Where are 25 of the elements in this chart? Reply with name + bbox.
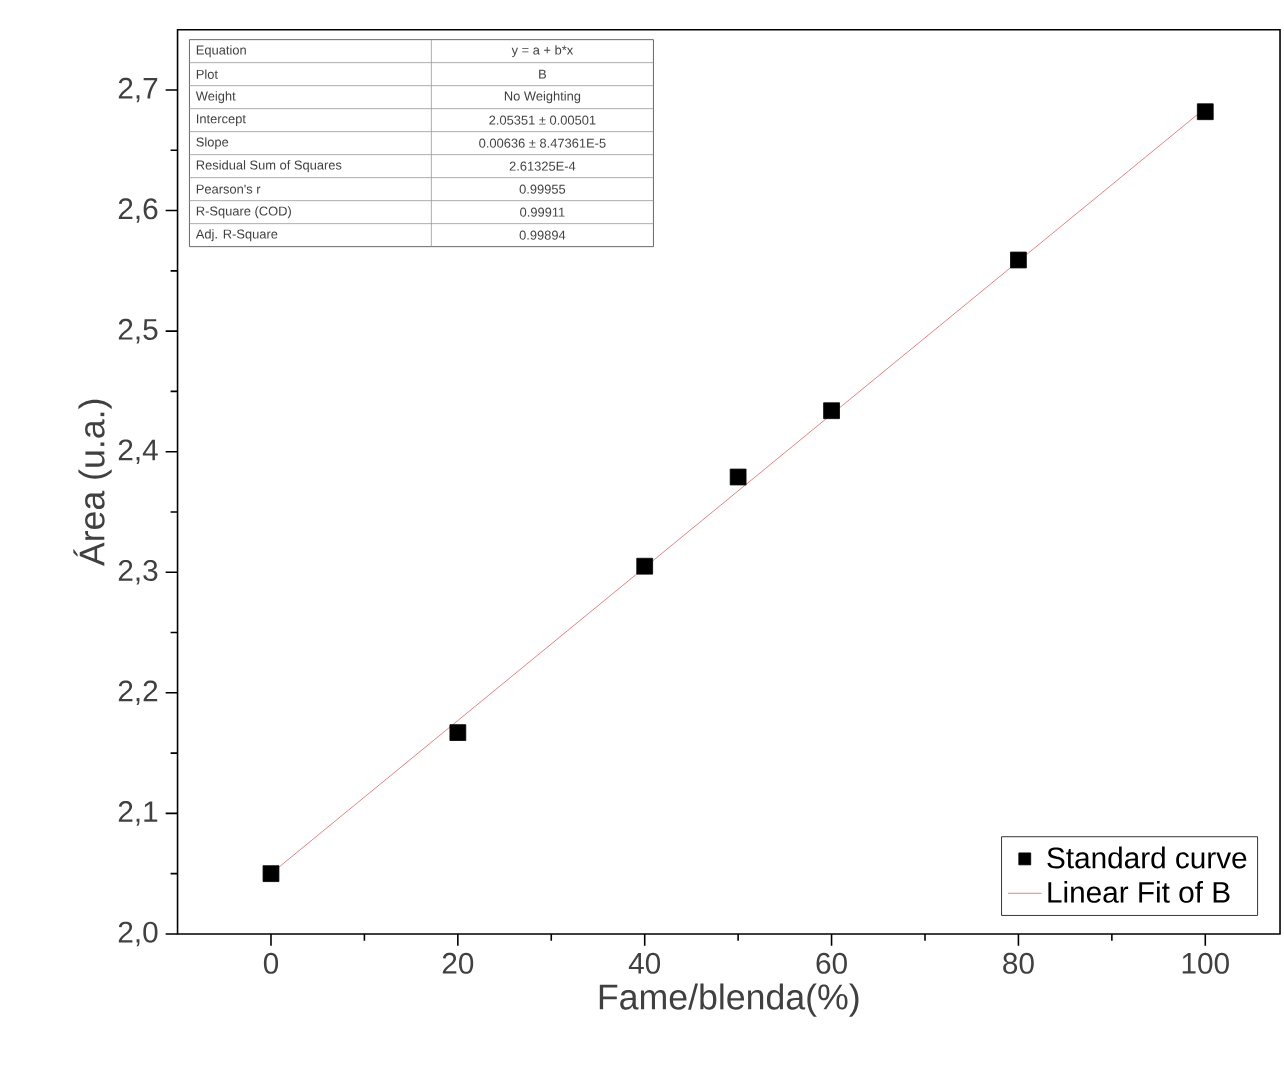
y-tick-label: 2,6 (118, 197, 158, 223)
y-tick-label: 2,4 (118, 439, 158, 464)
legend-label: Standard curve (1047, 846, 1247, 869)
y-tick-label: 2,7 (118, 77, 158, 102)
x-tick-label: 100 (1182, 952, 1229, 974)
x-tick-label: 40 (628, 952, 661, 974)
point (262, 864, 280, 882)
y-axis-title: Área (u.a.) (73, 399, 112, 566)
point (729, 468, 747, 485)
x-tick-label: 20 (442, 952, 474, 974)
x-tick-label: 80 (1003, 952, 1034, 974)
x-axis-title: Fame/blenda(%) (599, 983, 859, 1017)
point (823, 402, 840, 419)
y-tick-label: 2,0 (118, 921, 158, 946)
y-tick-label: 2,1 (118, 800, 158, 826)
x-tick-label: 0 (263, 952, 279, 974)
point (449, 723, 467, 741)
y-tick-label: 2,5 (118, 318, 158, 344)
point (1196, 103, 1214, 120)
y-tick-label: 2,2 (118, 680, 158, 705)
point (636, 557, 654, 575)
y-tick-label: 2,3 (118, 559, 158, 585)
point (1010, 251, 1027, 268)
x-tick-label: 60 (816, 952, 847, 974)
legend-label: Linear Fit of B (1048, 880, 1230, 903)
